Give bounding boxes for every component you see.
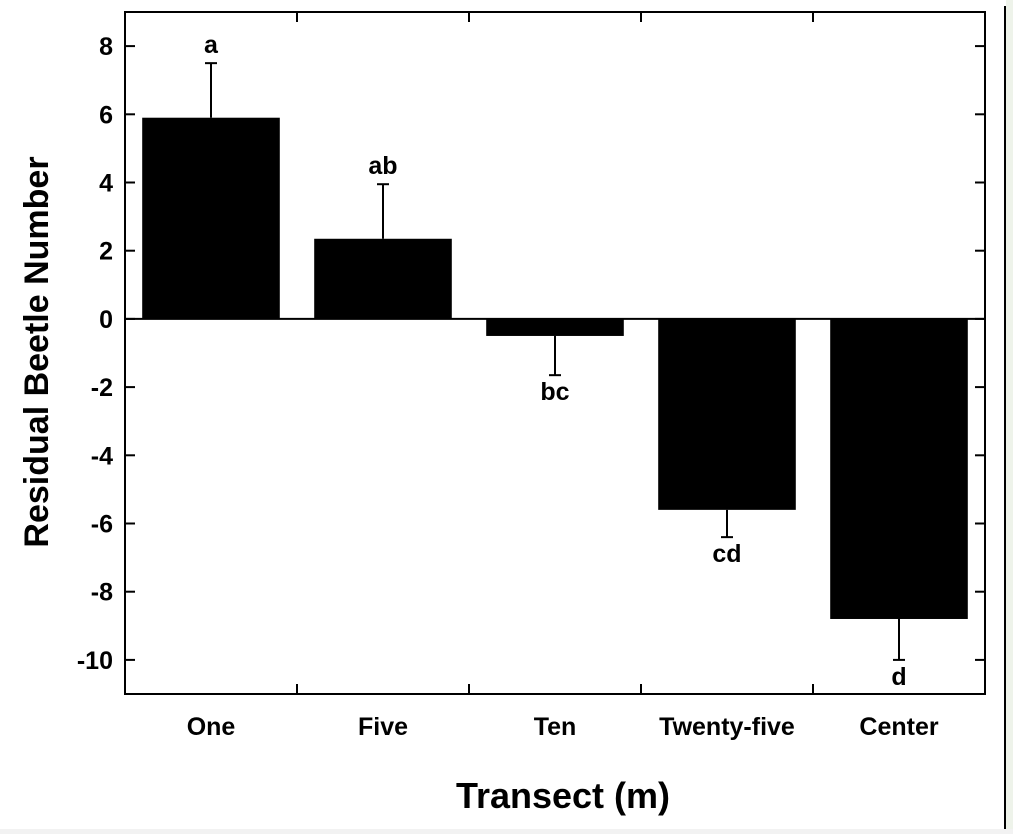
y-tick-label: 6 <box>99 101 113 129</box>
y-tick-label: 2 <box>99 238 113 266</box>
bottom-edge-strip <box>0 829 1013 834</box>
y-tick-label: -8 <box>91 579 113 607</box>
y-tick-label: 4 <box>99 170 113 198</box>
plot-frame <box>124 11 986 695</box>
y-tick-label: -10 <box>77 647 113 675</box>
significance-label: d <box>891 663 906 691</box>
x-tick-label: Ten <box>534 713 577 741</box>
edge-strip <box>1006 0 1013 834</box>
x-tick-label: Five <box>358 713 408 741</box>
significance-label: cd <box>712 540 741 568</box>
y-axis-title: Residual Beetle Number <box>18 156 56 547</box>
y-tick-label: -6 <box>91 511 113 539</box>
y-tick-label: -4 <box>91 442 113 470</box>
bar-center <box>830 318 968 619</box>
y-tick-label: 0 <box>99 306 113 334</box>
bar-ten <box>486 318 624 336</box>
y-tick-label: -2 <box>91 374 113 402</box>
significance-label: a <box>204 31 219 59</box>
bar-twenty-five <box>658 318 796 510</box>
bar-five <box>314 238 452 319</box>
x-tick-label: One <box>187 713 236 741</box>
x-tick-label: Center <box>859 713 938 741</box>
bar-one <box>142 117 280 319</box>
x-tick-label: Twenty-five <box>659 713 795 741</box>
x-axis-title: Transect (m) <box>456 775 670 816</box>
frame-divider <box>1004 6 1006 830</box>
y-tick-label: 8 <box>99 33 113 61</box>
significance-label: ab <box>368 152 397 180</box>
significance-label: bc <box>540 378 569 406</box>
